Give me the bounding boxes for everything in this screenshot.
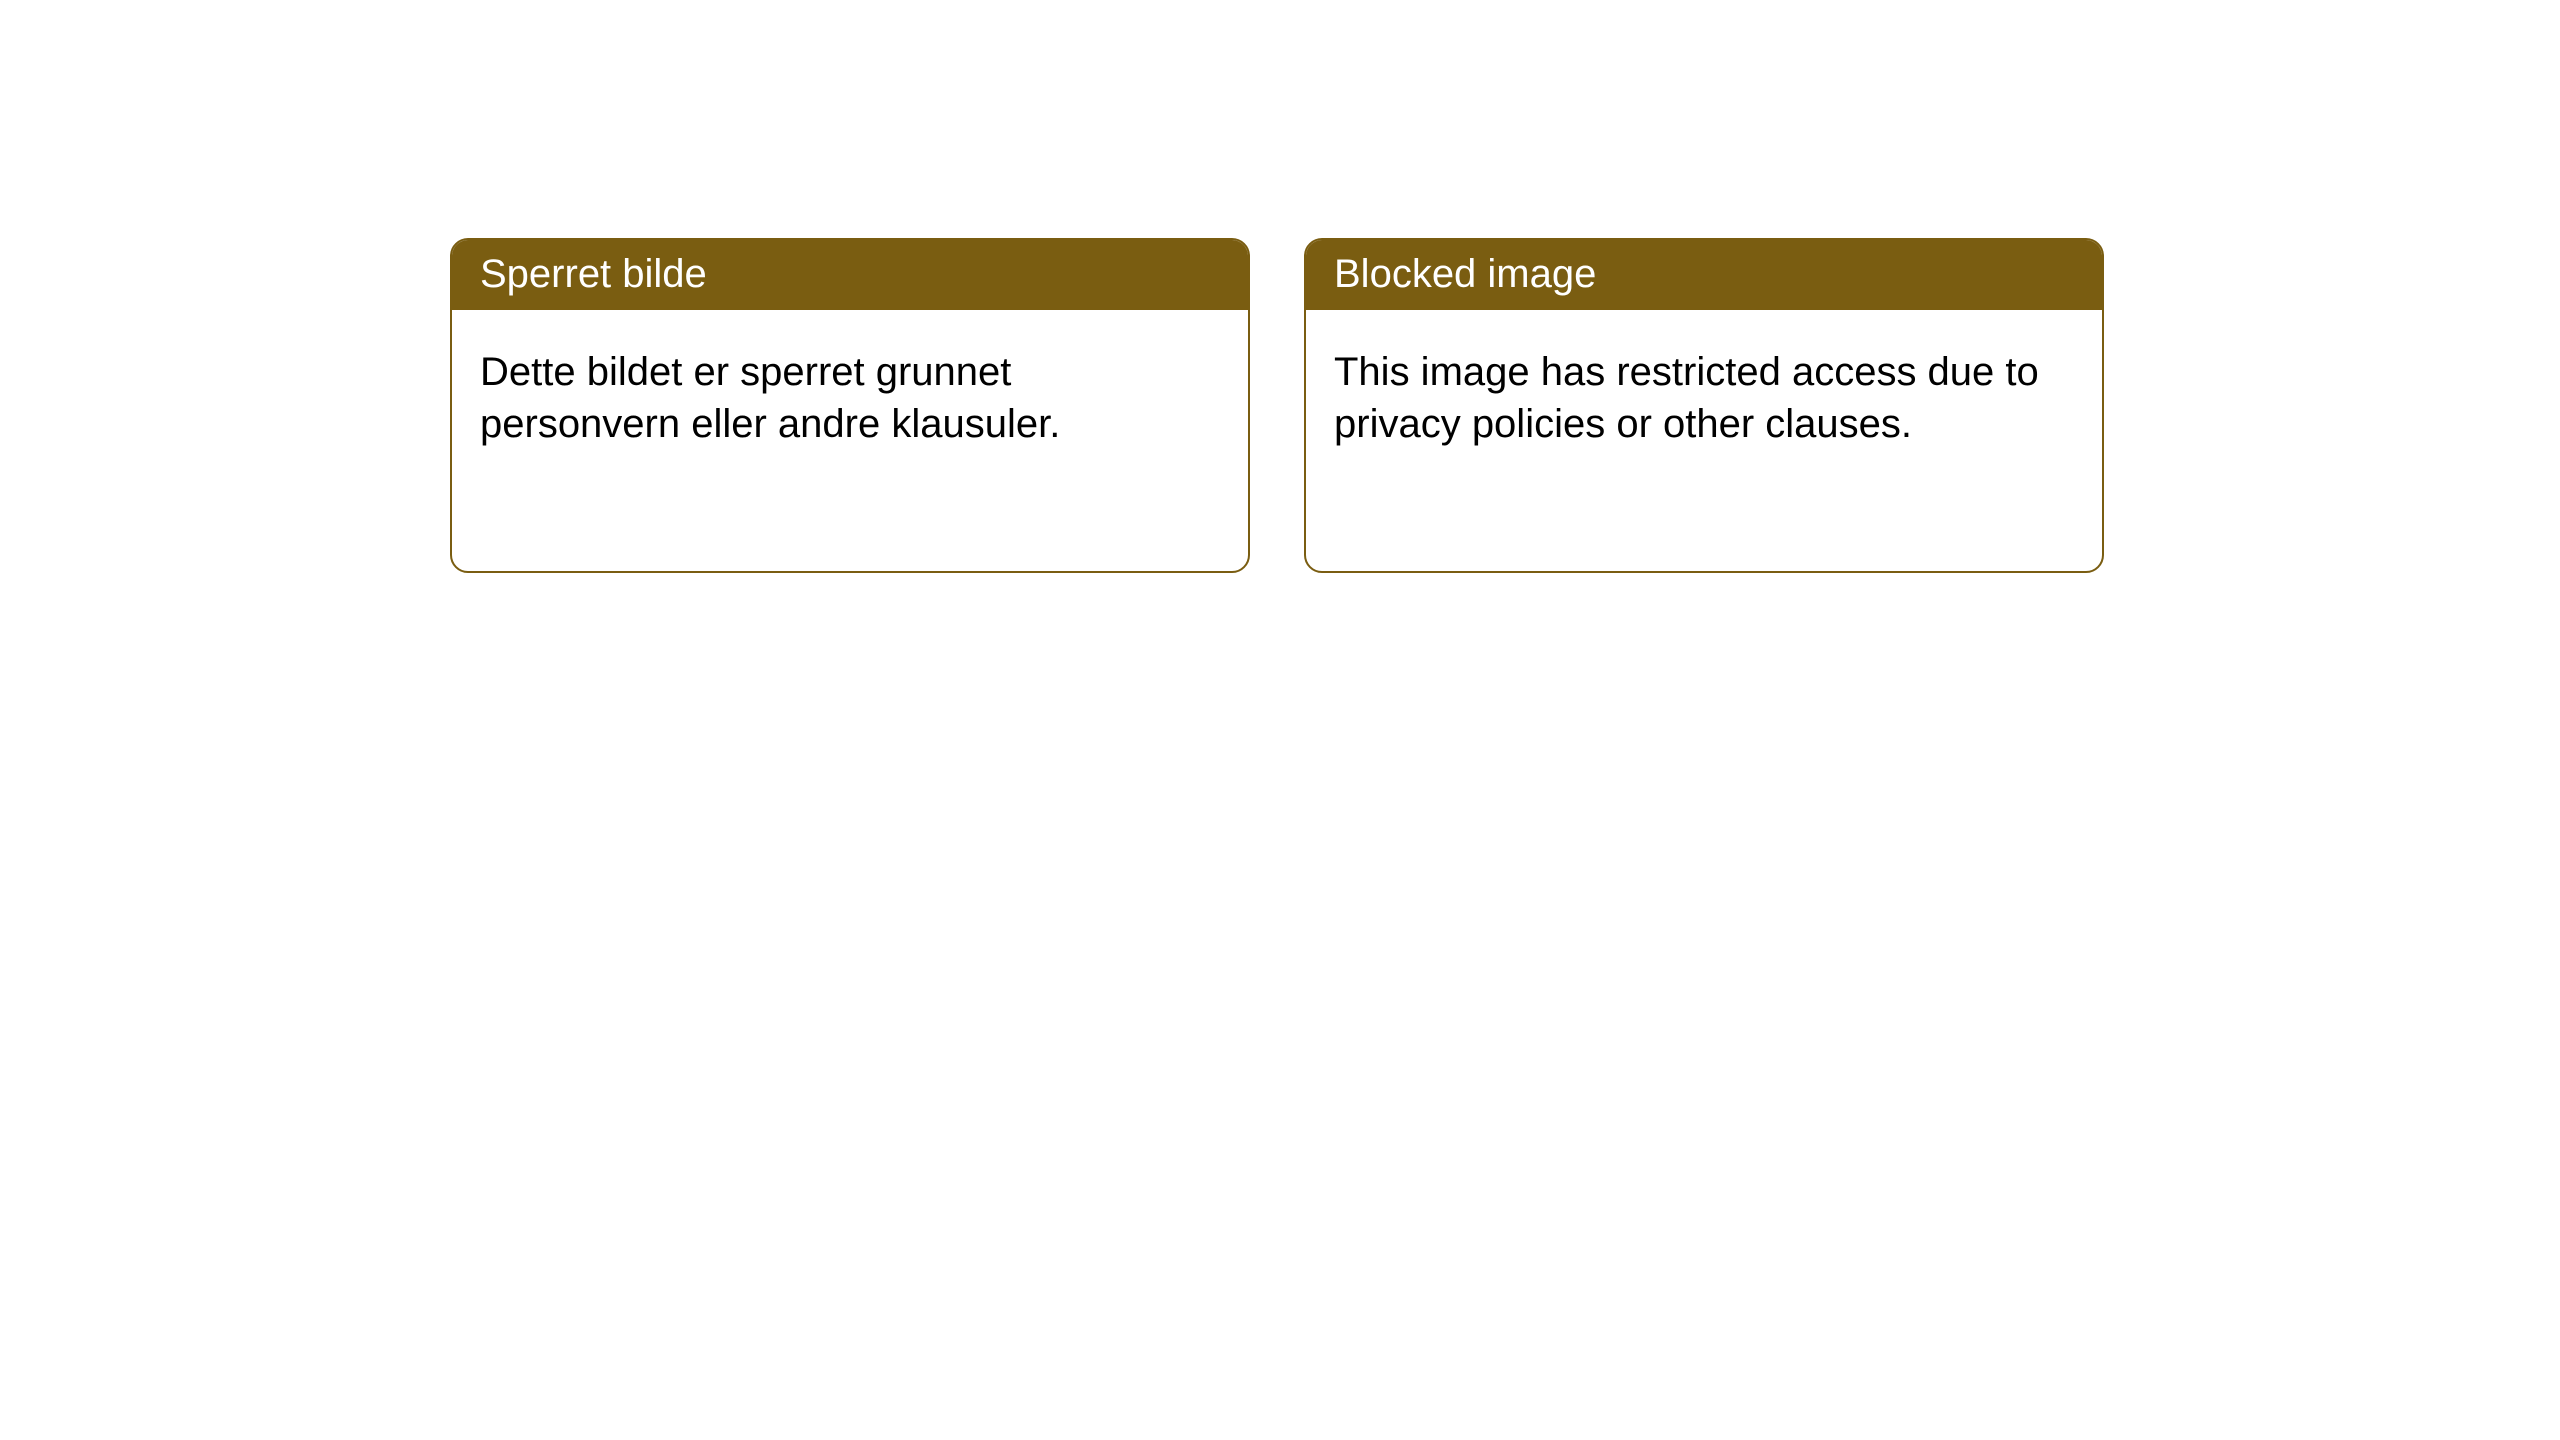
card-header: Sperret bilde: [452, 240, 1248, 310]
notice-card-english: Blocked image This image has restricted …: [1304, 238, 2104, 573]
notice-card-norwegian: Sperret bilde Dette bildet er sperret gr…: [450, 238, 1250, 573]
notice-container: Sperret bilde Dette bildet er sperret gr…: [0, 0, 2560, 573]
card-body: Dette bildet er sperret grunnet personve…: [452, 310, 1248, 478]
card-body: This image has restricted access due to …: [1306, 310, 2102, 478]
card-header: Blocked image: [1306, 240, 2102, 310]
